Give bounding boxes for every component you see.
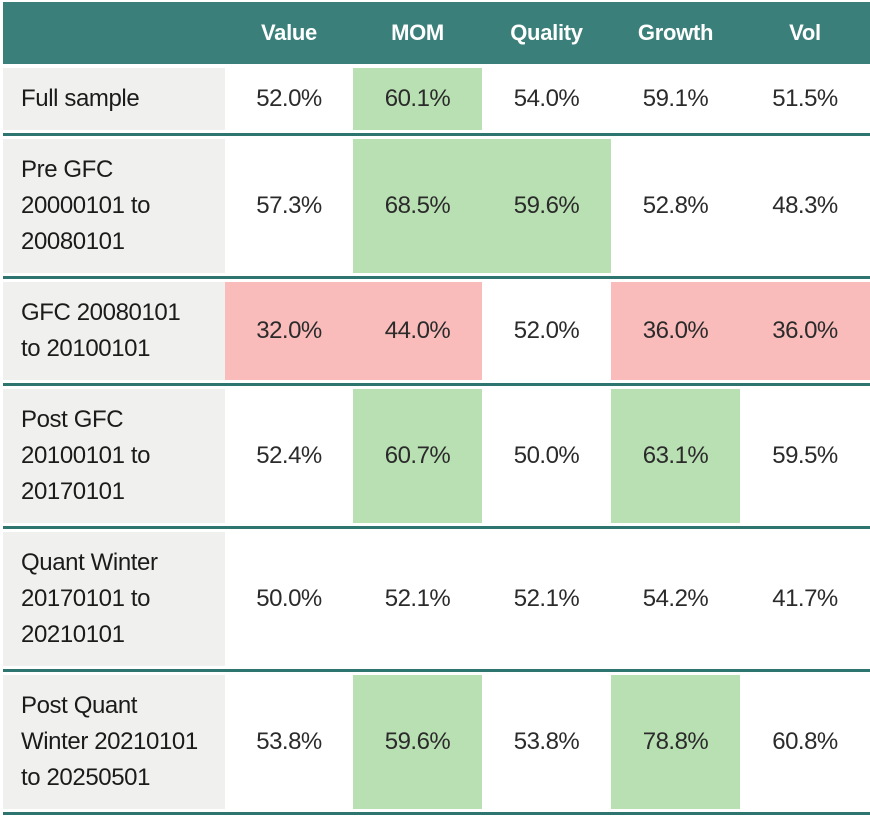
cell-growth: 54.2% <box>611 532 740 666</box>
cell-growth: 78.8% <box>611 675 740 809</box>
cell-mom: 52.1% <box>353 532 482 666</box>
row-separator-line <box>3 133 870 136</box>
cell-vol: 48.3% <box>740 139 870 273</box>
cell-vol: 51.5% <box>740 68 870 130</box>
cell-growth: 36.0% <box>611 282 740 380</box>
table-row: Pre GFC 20000101 to 20080101 57.3% 68.5%… <box>3 139 870 273</box>
row-separator-line <box>3 669 870 672</box>
cell-growth: 63.1% <box>611 389 740 523</box>
cell-quality: 59.6% <box>482 139 611 273</box>
row-separator-line <box>3 526 870 529</box>
cell-value: 52.4% <box>225 389 353 523</box>
cell-mom: 44.0% <box>353 282 482 380</box>
cell-mom: 60.1% <box>353 68 482 130</box>
cell-vol: 60.8% <box>740 675 870 809</box>
cell-quality: 52.0% <box>482 282 611 380</box>
row-label: Quant Winter 20170101 to 20210101 <box>3 532 225 666</box>
table-header-row: Value MOM Quality Growth Vol <box>3 2 870 64</box>
cell-value: 53.8% <box>225 675 353 809</box>
cell-quality: 52.1% <box>482 532 611 666</box>
table-row: GFC 20080101 to 20100101 32.0% 44.0% 52.… <box>3 282 870 380</box>
row-separator-line <box>3 812 870 815</box>
table-row: Post Quant Winter 20210101 to 20250501 5… <box>3 675 870 809</box>
row-label: GFC 20080101 to 20100101 <box>3 282 225 380</box>
row-label: Post GFC 20100101 to 20170101 <box>3 389 225 523</box>
row-label: Post Quant Winter 20210101 to 20250501 <box>3 675 225 809</box>
cell-vol: 41.7% <box>740 532 870 666</box>
cell-growth: 52.8% <box>611 139 740 273</box>
column-header-growth: Growth <box>637 20 714 45</box>
cell-value: 50.0% <box>225 532 353 666</box>
cell-mom: 68.5% <box>353 139 482 273</box>
row-label: Full sample <box>3 68 225 130</box>
table-row: Post GFC 20100101 to 20170101 52.4% 60.7… <box>3 389 870 523</box>
column-header-quality: Quality <box>510 20 583 45</box>
cell-quality: 53.8% <box>482 675 611 809</box>
cell-quality: 50.0% <box>482 389 611 523</box>
cell-value: 32.0% <box>225 282 353 380</box>
row-separator-line <box>3 383 870 386</box>
cell-mom: 60.7% <box>353 389 482 523</box>
cell-mom: 59.6% <box>353 675 482 809</box>
table-row: Quant Winter 20170101 to 20210101 50.0% … <box>3 532 870 666</box>
cell-value: 52.0% <box>225 68 353 130</box>
cell-value: 57.3% <box>225 139 353 273</box>
cell-growth: 59.1% <box>611 68 740 130</box>
row-separator-line <box>3 276 870 279</box>
column-header-blank <box>3 2 225 64</box>
column-header-value: Value <box>261 20 317 45</box>
cell-vol: 59.5% <box>740 389 870 523</box>
cell-quality: 54.0% <box>482 68 611 130</box>
column-header-vol: Vol <box>789 20 821 45</box>
column-header-mom: MOM <box>391 20 444 45</box>
table-row: Full sample 52.0% 60.1% 54.0% 59.1% 51.5… <box>3 68 870 130</box>
row-label: Pre GFC 20000101 to 20080101 <box>3 139 225 273</box>
table-body: Full sample 52.0% 60.1% 54.0% 59.1% 51.5… <box>3 68 870 815</box>
cell-vol: 36.0% <box>740 282 870 380</box>
